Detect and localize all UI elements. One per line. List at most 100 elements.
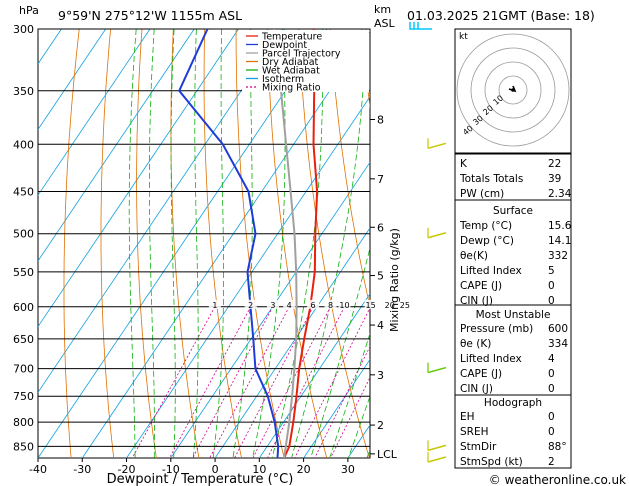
index-panel: K 22 Totals Totals 39 PW (cm) 2.34 Surface Temp… (454, 153, 572, 469)
wet-adiabat-line (193, 29, 199, 458)
mixing-ratio-label: 25 (400, 301, 410, 310)
index-value: 22 (548, 158, 561, 170)
x-tick-label: 0 (212, 463, 219, 476)
x-tick-label: -20 (118, 463, 136, 476)
hodograph-ring (470, 47, 556, 133)
surface-box (454, 199, 572, 306)
index-value: 0 (548, 368, 555, 380)
asl-unit-label: ASL (374, 17, 396, 30)
pressure-tick-label: 800 (13, 416, 34, 429)
dry-adiabat-line (63, 29, 80, 458)
index-value: 39 (548, 173, 561, 185)
dry-adiabat-line (361, 29, 370, 110)
km-tick-label: 7 (377, 173, 384, 186)
x-axis-label: Dewpoint / Temperature (°C) (107, 472, 294, 486)
index-label: StmDir (460, 441, 497, 453)
mixing-ratio-label-bg (244, 299, 257, 309)
hodograph-ring (456, 33, 570, 147)
index-label: SREH (460, 426, 489, 438)
mixing-ratio-line (330, 376, 370, 458)
legend-label: Wet Adiabat (262, 66, 320, 77)
km-tick-label: 5 (377, 270, 384, 283)
mixing-ratio-label: 4 (287, 301, 292, 310)
mixing-ratio-line (131, 306, 216, 458)
km-tick-label: 3 (377, 369, 384, 382)
x-tick-label: -40 (29, 463, 47, 476)
index-value: 2.34 (548, 188, 572, 200)
hodograph-trace (508, 85, 517, 93)
index-value: 5 (548, 265, 555, 277)
index-value: 88° (548, 441, 567, 453)
pressure-tick-label: 400 (13, 138, 34, 151)
pressure-tick-label: 450 (13, 185, 34, 198)
index-label: Lifted Index (460, 265, 522, 277)
pressure-tick-label: 500 (13, 228, 34, 241)
isotherm-line (38, 29, 151, 196)
unstable-heading: Most Unstable (476, 309, 551, 321)
mixing-ratio-label: 8 (328, 301, 333, 310)
mixing-ratio-label-bg (208, 299, 221, 309)
index-value: 15.6 (548, 220, 572, 232)
wind-barb (409, 22, 432, 30)
mixing-ratio-line (314, 345, 370, 458)
wet-adiabat-line (128, 29, 137, 458)
wet-adiabat-line (212, 29, 224, 458)
index-label: CAPE (J) (460, 280, 502, 292)
index-label: θe(K) (460, 250, 488, 262)
x-tick-label: 30 (341, 463, 355, 476)
wind-barb (427, 232, 447, 239)
index-label: EH (460, 411, 475, 423)
surface-heading: Surface (493, 205, 533, 217)
pressure-tick-label: 850 (13, 440, 34, 453)
mixing-ratio-label-bg (398, 299, 411, 309)
mixing-ratio-label: 3 (270, 301, 275, 310)
datetime-title: 01.03.2025 21GMT (Base: 18) (407, 8, 595, 23)
wind-barb (427, 366, 447, 374)
pressure-tick-label: 300 (13, 23, 34, 36)
mixing-ratio-line (209, 306, 290, 458)
pressure-tick-label: 600 (13, 301, 34, 314)
pressure-tick-label: 350 (13, 85, 34, 98)
legend-label: Temperature (261, 32, 322, 43)
legend-label: Dry Adiabat (262, 57, 319, 68)
isotherm-line (38, 29, 328, 458)
index-value: 14.1 (548, 235, 571, 247)
legend-label: Mixing Ratio (262, 83, 321, 94)
mixing-ratio-axis-label: Mixing Ratio (g/kg) (388, 228, 401, 332)
index-value: 4 (548, 353, 555, 365)
dry-adiabat-line (613, 29, 629, 458)
parcel-trajectory-line (272, 29, 298, 458)
mixing-ratio-line (294, 307, 370, 458)
km-tick-label: 2 (377, 419, 384, 432)
copyright: © weatheronline.co.uk (489, 473, 626, 486)
x-tick-label: 10 (252, 463, 266, 476)
dry-adiabat-line (298, 29, 370, 458)
mixing-ratio-label-bg (383, 299, 396, 309)
mixing-ratio-label: 2 (248, 301, 253, 310)
index-value: 334 (548, 338, 568, 350)
hodograph-index-box (454, 394, 572, 469)
wet-adiabat-line (149, 29, 155, 458)
hodograph-heading: Hodograph (484, 397, 542, 409)
location-title: 9°59'N 275°12'W 1155m ASL (58, 8, 242, 23)
mixing-ratio-label-bg (266, 299, 279, 309)
isotherm-line (38, 29, 107, 131)
pressure-tick-label: 750 (13, 390, 34, 403)
index-value: 0 (548, 280, 555, 292)
wind-barb (427, 456, 447, 463)
dry-adiabat-line (100, 29, 115, 458)
mixing-ratio-label-bg (307, 299, 320, 309)
x-tick-label: -30 (73, 463, 91, 476)
isotherm-line (38, 29, 195, 262)
index-label: Temp (°C) (459, 220, 512, 232)
mixing-ratio-label-bg (283, 299, 296, 309)
km-tick-label: 4 (377, 319, 384, 332)
index-value: 332 (548, 250, 568, 262)
isotherm-line (38, 29, 284, 394)
mixing-ratio-line (267, 306, 345, 458)
x-tick-label: -10 (162, 463, 180, 476)
pressure-tick-label: 550 (13, 266, 34, 279)
unstable-box (454, 304, 572, 396)
